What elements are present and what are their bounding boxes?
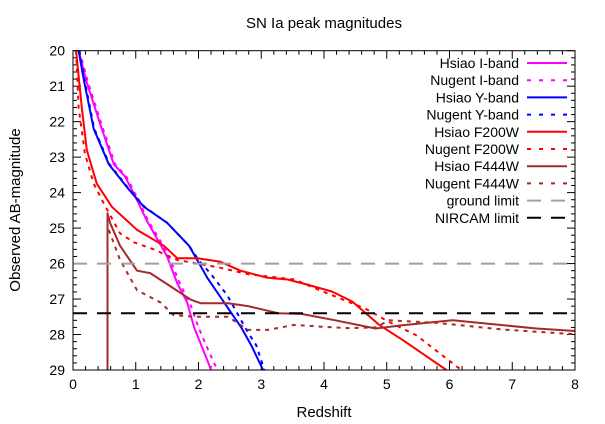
y-tick-label: 20 bbox=[49, 43, 65, 59]
series-line-nugent-y-band bbox=[78, 50, 266, 370]
y-axis-label: Observed AB-magnitude bbox=[7, 128, 24, 291]
x-tick-label: 8 bbox=[571, 376, 579, 392]
y-tick-label: 28 bbox=[49, 327, 65, 343]
legend-label: Hsiao I-band bbox=[440, 55, 519, 71]
plot-area bbox=[73, 50, 575, 370]
legend-label: Nugent Y-band bbox=[426, 107, 519, 123]
x-tick-label: 7 bbox=[508, 376, 516, 392]
x-tick-label: 0 bbox=[69, 376, 77, 392]
x-axis-label: Redshift bbox=[296, 404, 352, 421]
legend-label: ground limit bbox=[447, 193, 519, 209]
y-tick-label: 23 bbox=[49, 149, 65, 165]
legend-label: Nugent F444W bbox=[425, 175, 520, 191]
y-tick-label: 29 bbox=[49, 362, 65, 378]
x-tick-label: 5 bbox=[383, 376, 391, 392]
series-line-nugent-f444w bbox=[107, 229, 575, 336]
x-tick-label: 3 bbox=[257, 376, 265, 392]
y-tick-label: 25 bbox=[49, 220, 65, 236]
legend-label: NIRCAM limit bbox=[435, 210, 519, 226]
series-line-hsiao-i-band bbox=[77, 50, 213, 370]
legend-label: Nugent F200W bbox=[425, 141, 520, 157]
x-tick-label: 2 bbox=[195, 376, 203, 392]
series-line-hsiao-f444w bbox=[106, 212, 575, 370]
y-tick-label: 22 bbox=[49, 114, 65, 130]
y-tick-label: 26 bbox=[49, 256, 65, 272]
y-tick-label: 24 bbox=[49, 185, 65, 201]
plot-frame bbox=[72, 50, 576, 371]
chart-title: SN Ia peak magnitudes bbox=[246, 15, 402, 32]
y-tick-label: 21 bbox=[49, 78, 65, 94]
x-tick-label: 1 bbox=[132, 376, 140, 392]
series-line-nugent-f200w bbox=[75, 50, 461, 370]
legend-label: Nugent I-band bbox=[430, 72, 519, 88]
series-line-nugent-i-band bbox=[78, 50, 219, 370]
legend-label: Hsiao F200W bbox=[434, 124, 520, 140]
y-tick-label: 27 bbox=[49, 291, 65, 307]
legend-label: Hsiao Y-band bbox=[436, 89, 519, 105]
series-line-hsiao-y-band bbox=[77, 50, 265, 370]
legend-label: Hsiao F444W bbox=[434, 158, 520, 174]
x-tick-label: 4 bbox=[320, 376, 328, 392]
series-line-hsiao-f200w bbox=[75, 50, 447, 370]
x-tick-label: 6 bbox=[446, 376, 454, 392]
